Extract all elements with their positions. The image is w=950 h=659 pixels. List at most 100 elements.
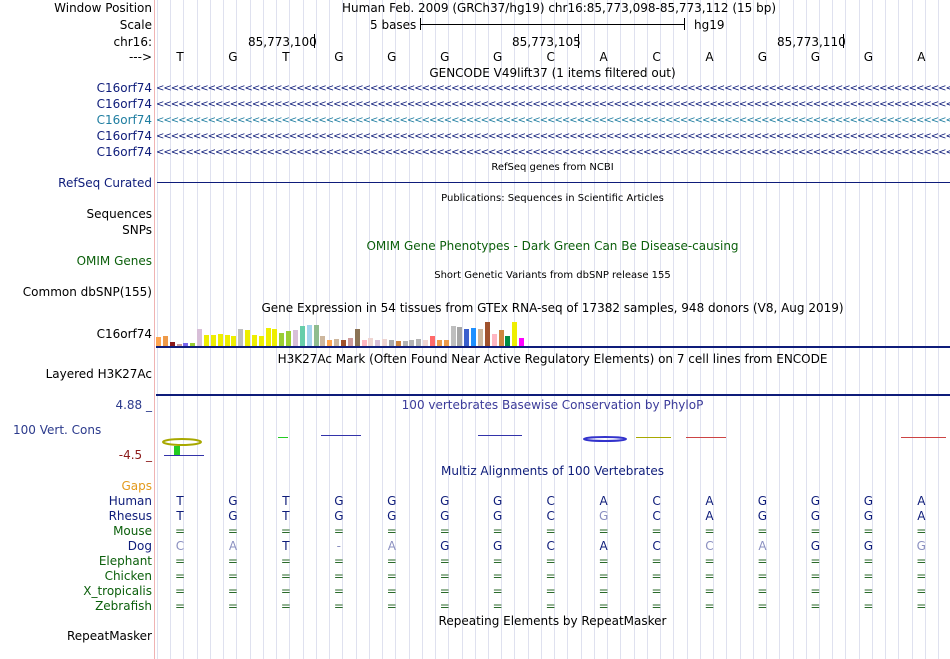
gtex-tissue-bar[interactable] xyxy=(224,335,230,346)
gtex-tissue-bar[interactable] xyxy=(299,326,305,346)
gtex-tissue-bar[interactable] xyxy=(361,340,367,346)
gtex-tissue-bar[interactable] xyxy=(443,340,449,346)
gencode-transcript[interactable]: <<<<<<<<<<<<<<<<<<<<<<<<<<<<<<<<<<<<<<<<… xyxy=(156,83,950,94)
gtex-tissue-bar[interactable] xyxy=(416,339,422,346)
omim-label[interactable]: OMIM Genes xyxy=(76,254,152,268)
multiz-title[interactable]: Multiz Alignments of 100 Vertebrates xyxy=(440,464,665,478)
species-human-label[interactable]: Human xyxy=(108,494,152,508)
species-elephant-label[interactable]: Elephant xyxy=(98,554,152,568)
gtex-tissue-bar[interactable] xyxy=(320,336,326,346)
dbsnp-label[interactable]: Common dbSNP(155) xyxy=(22,285,152,299)
gtex-tissue-bar[interactable] xyxy=(231,336,237,346)
gtex-tissue-bar[interactable] xyxy=(327,340,333,346)
gencode-item-label[interactable]: C16orf74 xyxy=(96,145,152,159)
gencode-transcript[interactable]: <<<<<<<<<<<<<<<<<<<<<<<<<<<<<<<<<<<<<<<<… xyxy=(156,131,950,142)
phylop-graph[interactable] xyxy=(156,432,950,458)
repeatmasker-label[interactable]: RepeatMasker xyxy=(66,629,152,643)
gtex-title[interactable]: Gene Expression in 54 tissues from GTEx … xyxy=(261,301,844,315)
gencode-item-label[interactable]: C16orf74 xyxy=(96,97,152,111)
gtex-tissue-bar[interactable] xyxy=(382,339,388,346)
gtex-tissue-bar[interactable] xyxy=(251,335,257,346)
repeat-title[interactable]: Repeating Elements by RepeatMasker xyxy=(438,614,667,628)
refseq-title[interactable]: RefSeq genes from NCBI xyxy=(491,162,614,173)
gencode-transcript[interactable]: <<<<<<<<<<<<<<<<<<<<<<<<<<<<<<<<<<<<<<<<… xyxy=(156,147,950,158)
gtex-tissue-bar[interactable] xyxy=(162,336,168,346)
gtex-tissue-bar[interactable] xyxy=(423,340,429,346)
gtex-tissue-bar[interactable] xyxy=(217,334,223,346)
species-rhesus-label[interactable]: Rhesus xyxy=(108,509,152,523)
snps-label[interactable]: SNPs xyxy=(122,223,152,237)
gtex-tissue-bar[interactable] xyxy=(471,328,477,346)
species-chicken-label[interactable]: Chicken xyxy=(104,569,152,583)
alignment-cell: = xyxy=(439,554,450,568)
gtex-tissue-bar[interactable] xyxy=(491,334,497,346)
gtex-tissue-bar[interactable] xyxy=(484,322,490,346)
cons-label[interactable]: 100 Vert. Cons xyxy=(13,423,102,437)
gtex-gene-label[interactable]: C16orf74 xyxy=(96,327,152,341)
gtex-tissue-bar[interactable] xyxy=(368,338,374,346)
gtex-tissue-bar[interactable] xyxy=(395,341,401,346)
gencode-transcript[interactable]: <<<<<<<<<<<<<<<<<<<<<<<<<<<<<<<<<<<<<<<<… xyxy=(156,99,950,110)
gtex-tissue-bar[interactable] xyxy=(402,341,408,346)
gaps-label[interactable]: Gaps xyxy=(121,479,152,493)
gtex-tissue-bar[interactable] xyxy=(203,335,209,346)
gtex-tissue-bar[interactable] xyxy=(293,330,298,346)
gtex-tissue-bar[interactable] xyxy=(334,339,340,346)
gtex-tissue-bar[interactable] xyxy=(464,329,470,346)
gtex-tissue-bar[interactable] xyxy=(430,336,435,346)
phylop-title[interactable]: 100 vertebrates Basewise Conservation by… xyxy=(401,398,704,412)
gencode-title[interactable]: GENCODE V49lift37 (1 items filtered out) xyxy=(429,66,676,80)
h3k27ac-label[interactable]: Layered H3K27Ac xyxy=(45,367,152,381)
gtex-tissue-bar[interactable] xyxy=(354,329,360,346)
gtex-tissue-bar[interactable] xyxy=(169,342,175,346)
species-x_tropicalis-label[interactable]: X_tropicalis xyxy=(83,584,152,598)
gencode-item-label[interactable]: C16orf74 xyxy=(96,81,152,95)
gencode-item-label[interactable]: C16orf74 xyxy=(96,129,152,143)
gtex-tissue-bar[interactable] xyxy=(436,340,442,346)
h3k27ac-title[interactable]: H3K27Ac Mark (Often Found Near Active Re… xyxy=(277,352,828,366)
gtex-tissue-bar[interactable] xyxy=(183,343,189,346)
gtex-tissue-bar[interactable] xyxy=(512,322,518,346)
gtex-tissue-bar[interactable] xyxy=(450,326,456,346)
gtex-tissue-bar[interactable] xyxy=(272,329,278,346)
gtex-tissue-bar[interactable] xyxy=(279,333,285,346)
sequences-label[interactable]: Sequences xyxy=(86,207,152,221)
species-dog-label[interactable]: Dog xyxy=(127,539,152,553)
gtex-tissue-bar[interactable] xyxy=(245,330,251,346)
gtex-tissue-bar[interactable] xyxy=(156,337,161,346)
gtex-tissue-bar[interactable] xyxy=(347,338,353,346)
gtex-tissue-bar[interactable] xyxy=(238,329,244,346)
grid-line xyxy=(607,0,609,659)
gtex-tissue-bar[interactable] xyxy=(313,325,319,346)
refseq-gene-line[interactable] xyxy=(157,182,950,183)
gtex-tissue-bar[interactable] xyxy=(375,340,381,346)
alignment-cell: C xyxy=(652,509,661,523)
gencode-item-label[interactable]: C16orf74 xyxy=(96,113,152,127)
gtex-tissue-bar[interactable] xyxy=(210,335,216,346)
gtex-tissue-bar[interactable] xyxy=(258,336,264,346)
gtex-tissue-bar[interactable] xyxy=(457,327,463,346)
gtex-tissue-bar[interactable] xyxy=(409,340,415,346)
publications-title[interactable]: Publications: Sequences in Scientific Ar… xyxy=(441,193,664,204)
species-zebrafish-label[interactable]: Zebrafish xyxy=(95,599,152,613)
gtex-tissue-bar[interactable] xyxy=(388,340,394,346)
gtex-tissue-bar[interactable] xyxy=(176,344,182,346)
gtex-tissue-bar[interactable] xyxy=(505,336,511,346)
gtex-tissue-bar[interactable] xyxy=(190,343,196,346)
gtex-tissue-bar[interactable] xyxy=(477,329,483,346)
gtex-tissue-bar[interactable] xyxy=(306,325,312,346)
gtex-tissue-bar[interactable] xyxy=(519,338,525,346)
gencode-transcript[interactable]: <<<<<<<<<<<<<<<<<<<<<<<<<<<<<<<<<<<<<<<<… xyxy=(156,115,950,126)
base-0: T xyxy=(176,50,184,64)
gtex-tissue-bar[interactable] xyxy=(265,328,271,346)
gtex-tissue-bar[interactable] xyxy=(340,340,346,346)
alignment-cell: = xyxy=(598,584,609,598)
gtex-tissue-bar[interactable] xyxy=(286,331,292,346)
species-mouse-label[interactable]: Mouse xyxy=(113,524,152,538)
gtex-tissue-bar[interactable] xyxy=(197,329,203,346)
gtex-bar-chart[interactable] xyxy=(156,318,536,346)
omim-title[interactable]: OMIM Gene Phenotypes - Dark Green Can Be… xyxy=(366,239,739,253)
dbsnp-title[interactable]: Short Genetic Variants from dbSNP releas… xyxy=(434,270,671,281)
refseq-label[interactable]: RefSeq Curated xyxy=(58,176,152,190)
gtex-tissue-bar[interactable] xyxy=(498,330,504,346)
